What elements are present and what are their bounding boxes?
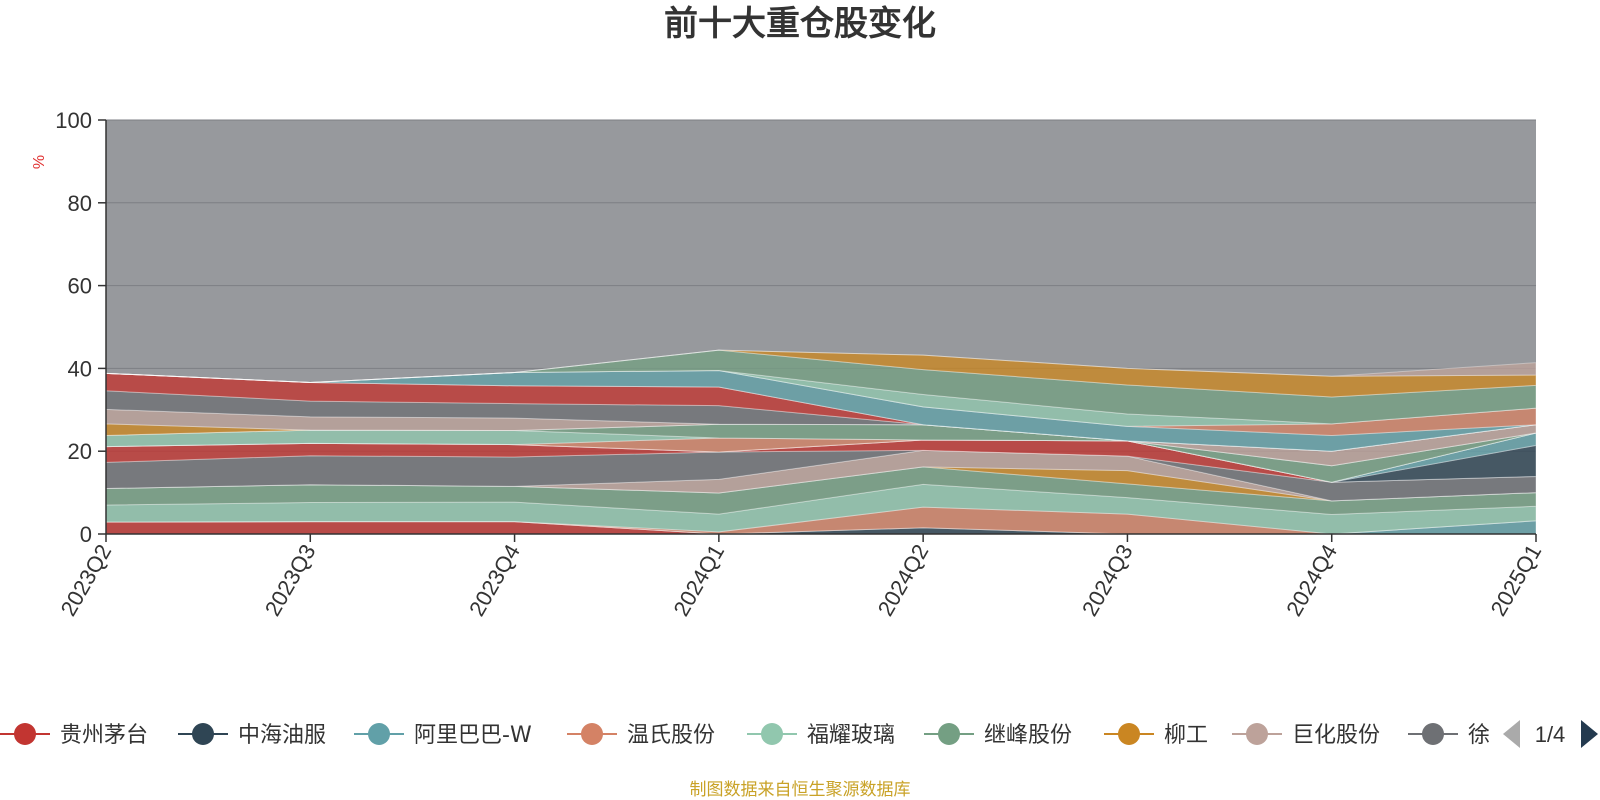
legend-label: 中海油服 — [238, 723, 326, 748]
legend-label: 贵州茅台 — [60, 723, 148, 748]
legend-item[interactable]: 贵州茅台 — [0, 723, 148, 748]
x-tick-label: 2023Q2 — [56, 540, 117, 620]
y-axis-unit: % — [31, 155, 48, 169]
legend-marker-icon — [581, 723, 603, 745]
legend-marker-icon — [1118, 723, 1140, 745]
legend-label: 柳工 — [1164, 723, 1208, 748]
x-tick-label: 2025Q1 — [1486, 540, 1547, 620]
legend-label: 温氏股份 — [627, 723, 715, 748]
y-tick-label: 60 — [68, 274, 92, 299]
area-series-5[interactable] — [105, 483, 1537, 535]
x-tick-label: 2023Q4 — [464, 540, 525, 620]
legend-item[interactable]: 柳工 — [1104, 723, 1208, 748]
legend-label: 阿里巴巴-W — [414, 723, 532, 748]
legend[interactable]: 贵州茅台 中海油服 阿里巴巴-W 温氏股份 福耀玻璃 继峰股份 柳工 巨化股份 徐 1/4 — [0, 720, 1598, 748]
legend-marker-icon — [192, 723, 214, 745]
legend-item[interactable]: 继峰股份 — [924, 723, 1072, 748]
x-tick-label: 2024Q2 — [873, 540, 934, 620]
legend-marker-icon — [1422, 723, 1444, 745]
area-series-17[interactable] — [105, 408, 1537, 467]
x-tick-label: 2024Q4 — [1281, 540, 1342, 620]
legend-prev-page-icon[interactable] — [1503, 720, 1520, 748]
legend-next-page-icon[interactable] — [1581, 720, 1598, 748]
y-tick-label: 0 — [80, 522, 92, 547]
y-tick-label: 20 — [68, 439, 92, 464]
x-tick-label: 2023Q3 — [260, 540, 321, 620]
legend-item[interactable]: 温氏股份 — [567, 723, 715, 748]
legend-marker-icon — [368, 723, 390, 745]
y-tick-label: 100 — [55, 108, 92, 133]
legend-label: 巨化股份 — [1292, 723, 1380, 748]
area-series-26[interactable] — [105, 349, 1537, 383]
legend-marker-icon — [14, 723, 36, 745]
legend-marker-icon — [761, 723, 783, 745]
area-series-11[interactable] — [105, 439, 1537, 483]
legend-item[interactable]: 中海油服 — [178, 723, 326, 748]
data-source-note: 制图数据来自恒生聚源数据库 — [690, 780, 911, 800]
legend-item[interactable]: 巨化股份 — [1232, 723, 1380, 748]
area-series-25[interactable] — [105, 349, 1537, 398]
chart-title: 前十大重仓股变化 — [664, 4, 936, 44]
area-series-12[interactable] — [105, 432, 1537, 483]
area-series-24[interactable] — [105, 349, 1537, 425]
x-tick-label: 2024Q3 — [1077, 540, 1138, 620]
y-tick-label: 40 — [68, 356, 92, 381]
legend-marker-icon — [938, 723, 960, 745]
legend-item[interactable]: 徐 — [1408, 723, 1490, 748]
legend-page-indicator: 1/4 — [1535, 722, 1566, 747]
plot-area — [105, 119, 1537, 535]
legend-label: 徐 — [1468, 723, 1490, 748]
legend-label: 继峰股份 — [984, 723, 1072, 748]
legend-item[interactable]: 阿里巴巴-W — [354, 723, 532, 748]
legend-label: 福耀玻璃 — [807, 723, 895, 748]
legend-marker-icon — [1246, 723, 1268, 745]
legend-item[interactable]: 福耀玻璃 — [747, 723, 895, 748]
x-tick-label: 2024Q1 — [668, 540, 729, 620]
y-tick-label: 80 — [68, 191, 92, 216]
